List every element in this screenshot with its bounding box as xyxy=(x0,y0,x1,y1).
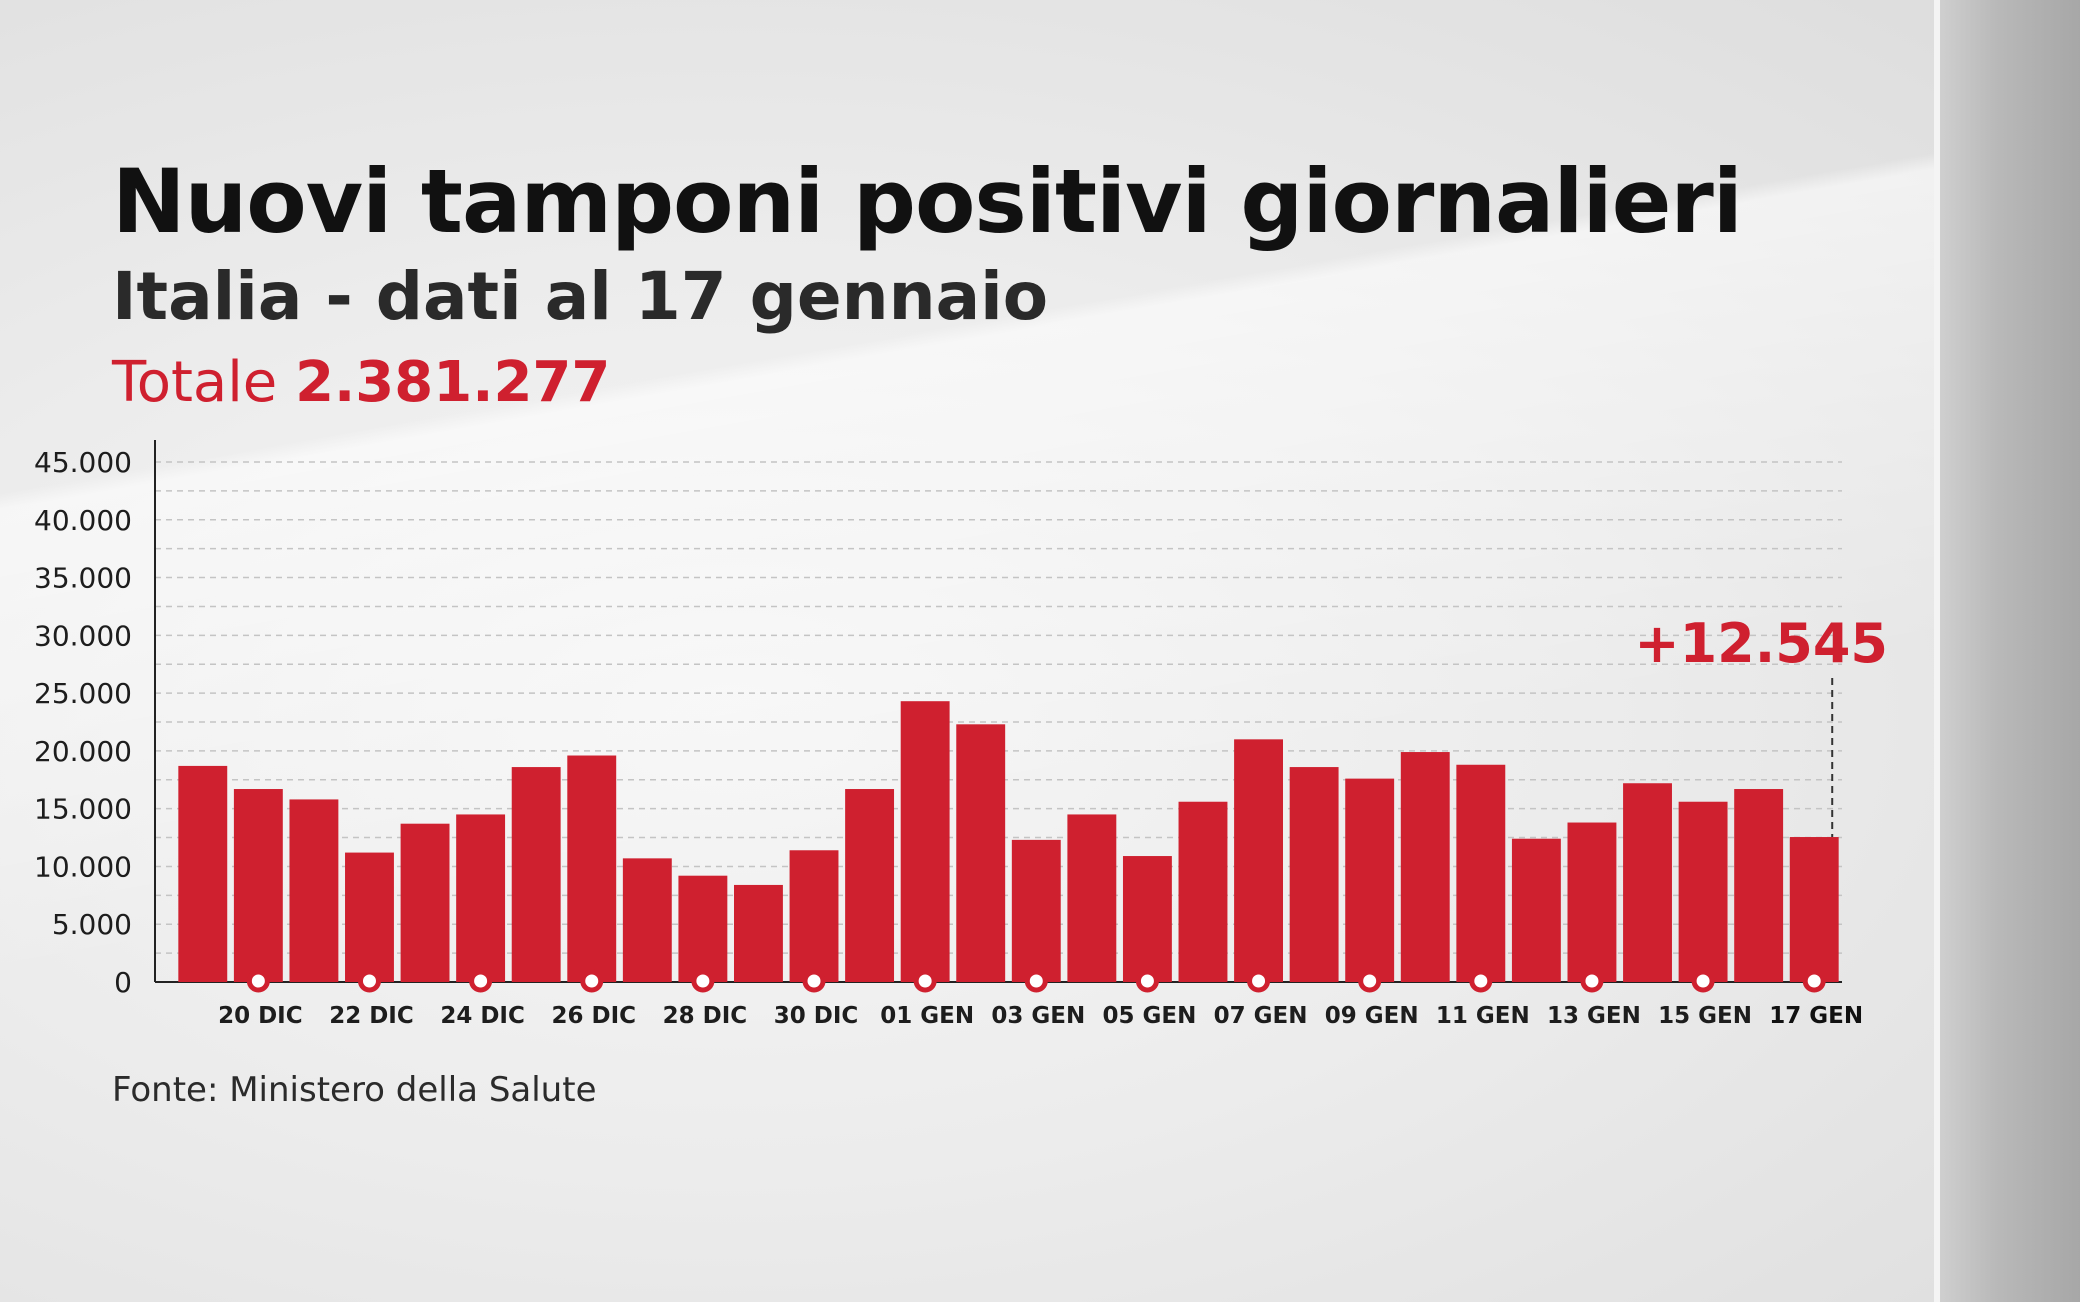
bar xyxy=(1011,839,1061,982)
x-tick-label: 15 GEN xyxy=(1658,1003,1752,1029)
x-tick-label: 22 DIC xyxy=(329,1003,414,1029)
bar xyxy=(1400,752,1450,982)
x-tick-label: 05 GEN xyxy=(1102,1003,1196,1029)
total-line: Totale 2.381.277 xyxy=(112,350,610,415)
bar xyxy=(1678,801,1728,982)
x-tick-marker xyxy=(357,969,381,993)
x-tick-marker xyxy=(1691,969,1715,993)
bar-chart: 0 5.000 10.000 15.000 20.000 25.000 30.000 35.0… xyxy=(34,440,1888,1029)
x-tick-label: 28 DIC xyxy=(663,1003,748,1029)
bar xyxy=(511,767,561,982)
bar xyxy=(789,850,839,982)
bar xyxy=(178,765,228,982)
x-tick-label: 24 DIC xyxy=(440,1003,525,1029)
bar xyxy=(734,884,783,982)
page-subtitle: Italia - dati al 17 gennaio xyxy=(112,258,1049,335)
bar xyxy=(456,814,506,982)
x-tick-label: 20 DIC xyxy=(218,1003,303,1029)
x-tick-marker xyxy=(1024,969,1048,993)
x-tick-marker xyxy=(913,969,937,993)
x-tick-marker xyxy=(246,969,270,993)
bar xyxy=(1734,789,1784,982)
y-tick-label: 0 xyxy=(114,966,132,999)
x-tick-label: 30 DIC xyxy=(774,1003,859,1029)
bar xyxy=(622,858,672,982)
bar xyxy=(1567,822,1617,982)
bar xyxy=(678,875,728,982)
bar xyxy=(1122,856,1172,982)
y-tick-label: 40.000 xyxy=(34,504,132,537)
x-tick-label: 13 GEN xyxy=(1547,1003,1641,1029)
page-title: Nuovi tamponi positivi giornalieri xyxy=(112,150,1743,253)
bar xyxy=(400,823,450,982)
y-tick-label: 30.000 xyxy=(34,619,132,652)
bar xyxy=(1067,814,1117,982)
x-tick-label: 07 GEN xyxy=(1214,1003,1308,1029)
bar xyxy=(1789,837,1839,982)
bar xyxy=(567,755,617,982)
bar xyxy=(233,789,283,982)
x-tick-marker xyxy=(469,969,493,993)
x-tick-marker xyxy=(802,969,826,993)
x-tick-marker xyxy=(1135,969,1159,993)
bar xyxy=(1456,764,1506,982)
x-tick-marker xyxy=(1469,969,1493,993)
bar xyxy=(1289,767,1339,982)
bar xyxy=(289,799,339,982)
total-label: Totale xyxy=(112,350,278,415)
x-tick-marker xyxy=(580,969,604,993)
bar xyxy=(1623,783,1672,982)
x-tick-label: 26 DIC xyxy=(551,1003,636,1029)
x-tick-marker xyxy=(1580,969,1604,993)
x-tick-label: 11 GEN xyxy=(1436,1003,1530,1029)
x-tick-marker xyxy=(1802,969,1826,993)
bar xyxy=(1511,838,1561,982)
bar xyxy=(1345,778,1395,982)
source-note: Fonte: Ministero della Salute xyxy=(112,1070,597,1110)
bar xyxy=(956,724,1006,982)
x-tick-marker xyxy=(1247,969,1271,993)
y-tick-label: 20.000 xyxy=(34,735,132,768)
callout-value: +12.545 xyxy=(1634,612,1888,675)
y-tick-label: 5.000 xyxy=(52,908,132,941)
y-tick-label: 15.000 xyxy=(34,793,132,826)
x-tick-marker xyxy=(691,969,715,993)
x-tick-label: 03 GEN xyxy=(991,1003,1085,1029)
bar xyxy=(900,701,950,982)
decorative-side-panel xyxy=(1934,0,2080,1302)
x-tick-label: 09 GEN xyxy=(1325,1003,1419,1029)
y-tick-label: 45.000 xyxy=(34,446,132,479)
x-tick-label: 17 GEN xyxy=(1769,1003,1863,1029)
bar xyxy=(1234,739,1283,982)
bar xyxy=(345,852,394,982)
x-tick-label: 01 GEN xyxy=(880,1003,974,1029)
y-tick-label: 25.000 xyxy=(34,677,132,710)
total-value: 2.381.277 xyxy=(295,350,611,415)
y-tick-label: 35.000 xyxy=(34,562,132,595)
x-tick-marker xyxy=(1358,969,1382,993)
bar xyxy=(1178,801,1228,982)
y-tick-label: 10.000 xyxy=(34,850,132,883)
bar xyxy=(845,789,895,982)
